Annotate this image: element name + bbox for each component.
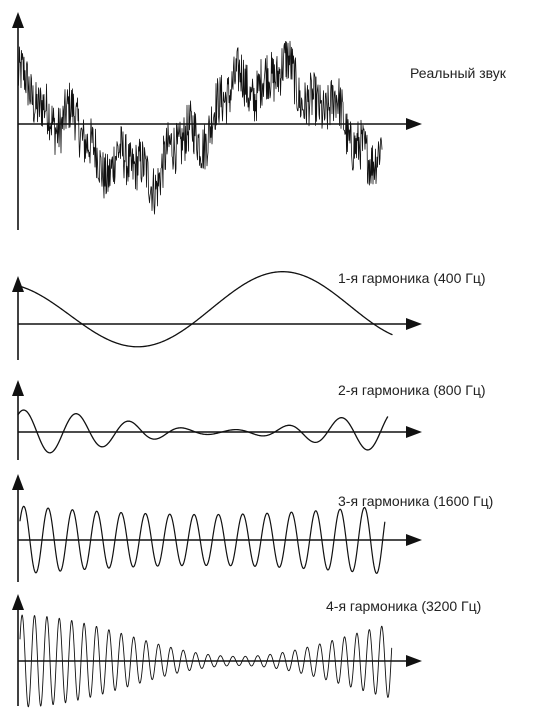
panel-real-sound: Реальный звук xyxy=(12,12,507,230)
waveform-harmonic-2 xyxy=(17,409,389,454)
waveform-harmonic-3 xyxy=(19,505,386,574)
y-axis-arrow-h4 xyxy=(12,594,24,610)
waveform-harmonic-4 xyxy=(19,614,393,708)
x-axis-arrow-h2 xyxy=(406,426,422,438)
y-axis-arrow-h3 xyxy=(12,474,24,490)
waveform-real-sound xyxy=(17,40,383,215)
label-harmonic-2: 2-я гармоника (800 Гц) xyxy=(338,382,486,398)
label-harmonic-3: 3-я гармоника (1600 Гц) xyxy=(338,493,493,509)
x-axis-arrow-h4 xyxy=(406,655,422,667)
waveform-harmonic-1 xyxy=(17,271,393,348)
x-axis-arrow-real xyxy=(406,118,422,130)
y-axis-arrow-h2 xyxy=(12,380,24,396)
label-harmonic-1: 1-я гармоника (400 Гц) xyxy=(338,270,486,286)
panel-harmonic-3: 3-я гармоника (1600 Гц) xyxy=(12,474,493,582)
panel-harmonic-4: 4-я гармоника (3200 Гц) xyxy=(12,594,481,708)
y-axis-arrow-h1 xyxy=(12,276,24,292)
y-axis-arrow-real xyxy=(12,12,24,28)
panel-harmonic-1: 1-я гармоника (400 Гц) xyxy=(12,270,486,360)
panel-harmonic-2: 2-я гармоника (800 Гц) xyxy=(12,380,486,460)
x-axis-arrow-h3 xyxy=(406,534,422,546)
x-axis-arrow-h1 xyxy=(406,318,422,330)
label-real-sound: Реальный звук xyxy=(410,65,507,81)
label-harmonic-4: 4-я гармоника (3200 Гц) xyxy=(326,598,481,614)
